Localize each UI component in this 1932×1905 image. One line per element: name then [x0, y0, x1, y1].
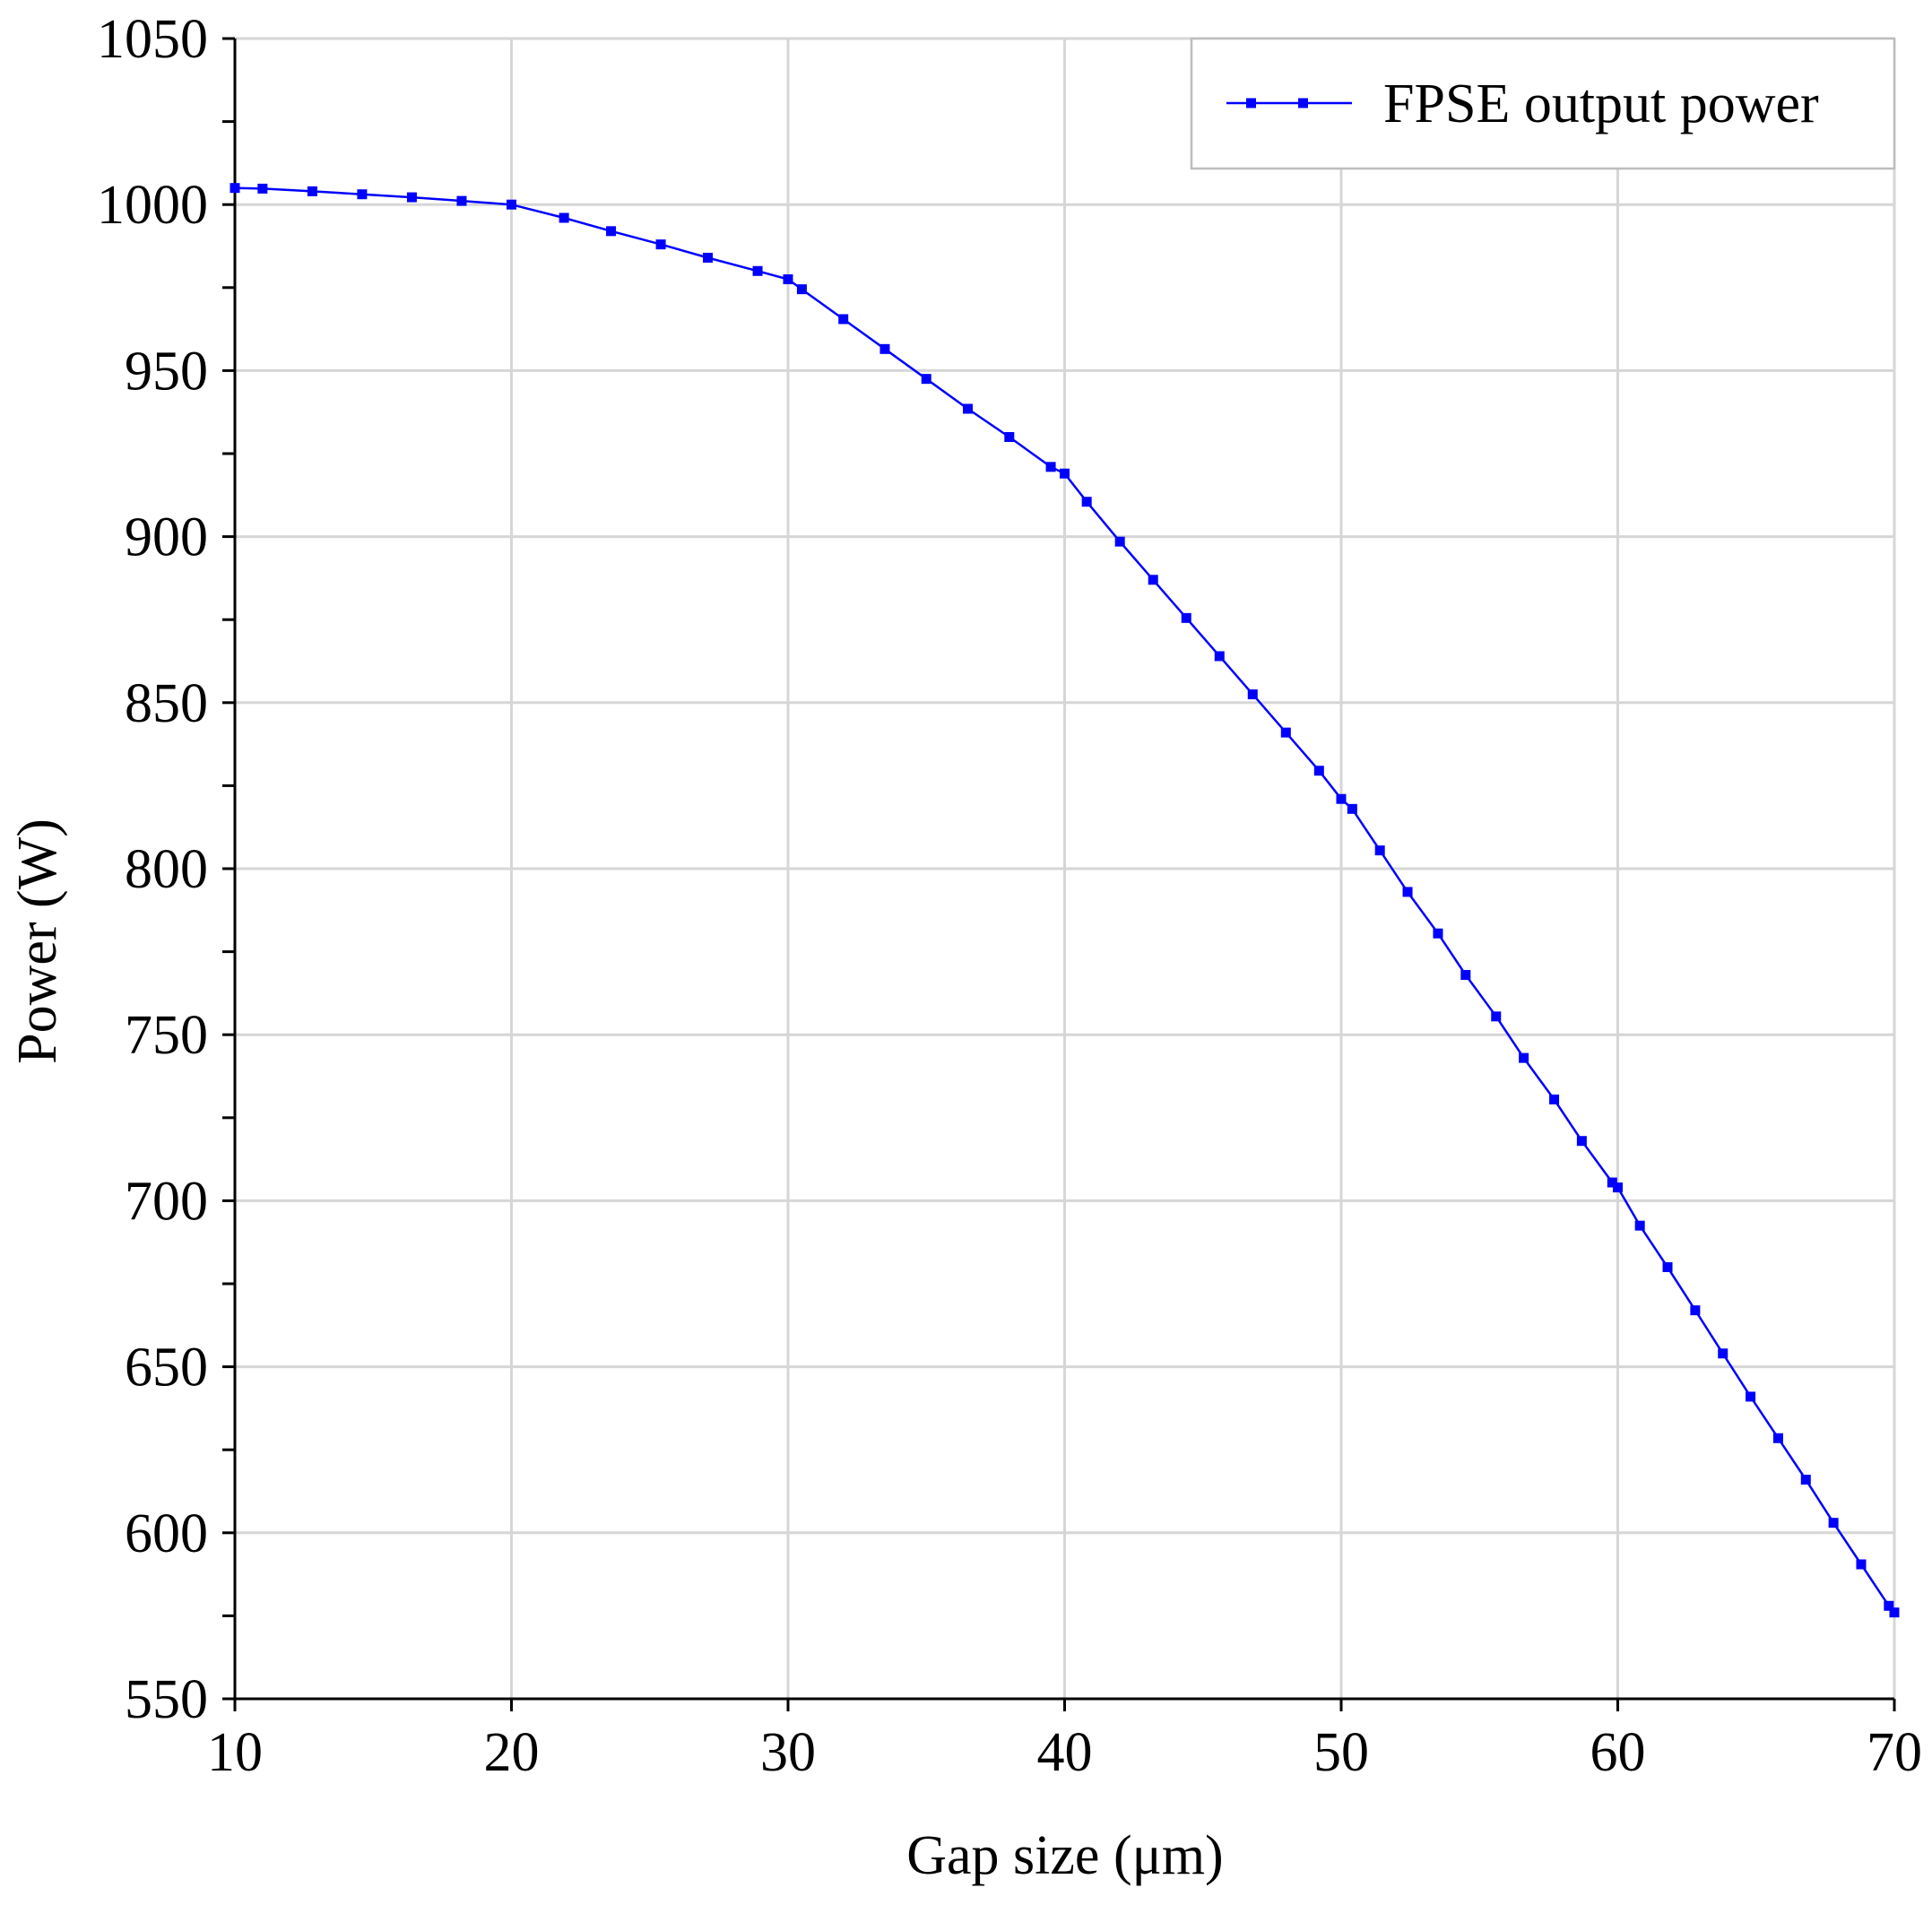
- data-point: [1576, 1136, 1587, 1147]
- y-tick-label: 800: [125, 839, 208, 900]
- data-point: [963, 403, 974, 414]
- data-point: [1491, 1011, 1502, 1022]
- data-point: [559, 212, 569, 223]
- y-tick-label: 850: [125, 673, 208, 734]
- data-point: [1114, 536, 1125, 547]
- data-point: [1280, 727, 1291, 738]
- data-point: [606, 226, 617, 237]
- data-point: [1460, 970, 1471, 981]
- y-tick-label: 750: [125, 1005, 208, 1066]
- y-tick-label: 900: [125, 507, 208, 568]
- data-point: [879, 343, 890, 354]
- data-point: [1549, 1094, 1560, 1104]
- legend-marker: [1298, 98, 1308, 108]
- data-point: [1045, 462, 1056, 472]
- data-point: [752, 265, 763, 276]
- y-tick-label: 1000: [97, 175, 208, 236]
- axes: 550 600 650 700 750 800 850 900 950 1000 1050 10 20 3…: [97, 9, 1922, 1783]
- data-point: [406, 192, 417, 203]
- legend-marker: [1246, 98, 1256, 108]
- data-point: [1746, 1391, 1756, 1402]
- y-tick-label: 950: [125, 341, 208, 402]
- data-point: [1374, 845, 1385, 856]
- data-point: [1433, 928, 1443, 939]
- data-point: [1718, 1348, 1728, 1359]
- data-point: [1634, 1220, 1645, 1231]
- legend: FPSE output power: [1190, 37, 1896, 170]
- y-axis-title: Power (W): [7, 818, 68, 1064]
- y-tick-label: 650: [125, 1338, 208, 1398]
- x-tick-label: 60: [1590, 1722, 1646, 1783]
- x-axis-title: Gap size (μm): [906, 1825, 1223, 1886]
- grid-lines: [235, 37, 1896, 1699]
- data-point: [1519, 1052, 1529, 1063]
- y-tick-label: 700: [125, 1171, 208, 1232]
- data-point: [456, 195, 467, 206]
- series-line: [234, 186, 1895, 1614]
- data-point: [1402, 887, 1413, 897]
- data-point: [1004, 431, 1015, 442]
- data-point: [1772, 1433, 1783, 1443]
- y-tick-label: 550: [125, 1669, 208, 1730]
- x-tick-label: 40: [1037, 1722, 1093, 1783]
- data-point: [1336, 793, 1347, 804]
- data-point: [1800, 1475, 1811, 1485]
- data-point: [921, 374, 931, 385]
- data-point: [1690, 1305, 1701, 1316]
- data-point: [507, 199, 516, 210]
- y-tick-label: 1050: [97, 9, 208, 70]
- y-tick-label: 600: [125, 1503, 208, 1564]
- x-tick-label: 20: [484, 1722, 540, 1783]
- data-point: [1662, 1261, 1673, 1272]
- data-point: [655, 239, 666, 250]
- data-point: [357, 189, 368, 200]
- data-point: [1181, 612, 1191, 623]
- data-series: [230, 183, 1900, 1618]
- data-point: [703, 252, 714, 263]
- x-tick-label: 50: [1313, 1722, 1369, 1783]
- x-tick-label: 70: [1867, 1722, 1922, 1783]
- data-point: [230, 183, 240, 194]
- data-point: [796, 284, 807, 295]
- data-point: [783, 274, 793, 285]
- data-point: [1613, 1182, 1623, 1193]
- data-point: [1828, 1518, 1839, 1528]
- data-point: [1347, 803, 1357, 814]
- data-point: [838, 314, 849, 325]
- data-point: [1060, 468, 1070, 479]
- data-point: [1214, 651, 1225, 662]
- data-point: [1081, 497, 1092, 507]
- data-point: [1889, 1607, 1900, 1618]
- data-point: [1607, 1177, 1617, 1188]
- legend-label: FPSE output power: [1383, 74, 1819, 134]
- data-point: [257, 183, 268, 194]
- data-point: [1884, 1600, 1894, 1611]
- data-point: [307, 186, 317, 196]
- x-tick-label: 10: [207, 1722, 263, 1783]
- data-point: [1313, 766, 1324, 776]
- data-point: [1247, 689, 1258, 700]
- data-point: [1856, 1559, 1867, 1570]
- data-point: [1148, 575, 1158, 585]
- x-tick-label: 30: [760, 1722, 816, 1783]
